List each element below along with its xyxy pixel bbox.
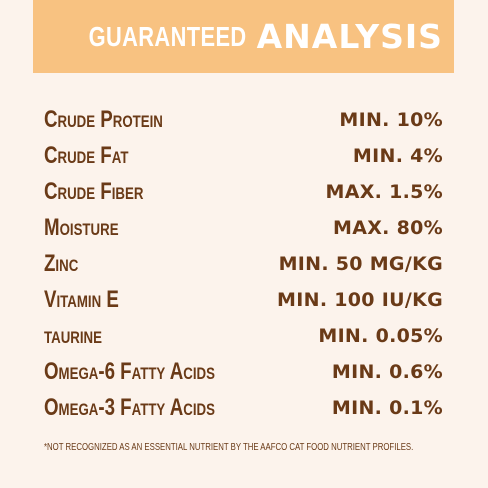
nutrient-value: MIN. 0.6% [331, 361, 443, 383]
nutrient-value: MIN. 50 MG/KG [278, 253, 443, 275]
analysis-row: Moisture MAX. 80% [44, 210, 443, 246]
nutrient-value: MIN. 100 IU/KG [277, 289, 443, 311]
analysis-row: Omega-6 Fatty Acids MIN. 0.6% [44, 354, 443, 390]
nutrient-name: Crude Fiber [44, 178, 144, 205]
analysis-row: Zinc MIN. 50 MG/KG [44, 246, 443, 282]
nutrient-name: Omega-6 Fatty Acids [44, 358, 215, 385]
nutrient-name: taurine [44, 322, 102, 349]
header-title-bold: ANALYSIS [256, 17, 443, 56]
nutrient-value: MIN. 0.05% [318, 325, 443, 347]
footnote: *NOT RECOGNIZED AS AN ESSENTIAL NUTRIENT… [44, 442, 443, 453]
nutrient-name: Crude Fat [44, 142, 129, 169]
nutrient-name: Crude Protein [44, 106, 163, 133]
footnote-text: *NOT RECOGNIZED AS AN ESSENTIAL NUTRIENT… [44, 442, 414, 453]
analysis-row: Crude Fat MIN. 4% [44, 138, 443, 174]
nutrient-name: Omega-3 Fatty Acids [44, 394, 215, 421]
analysis-row: taurine MIN. 0.05% [44, 318, 443, 354]
nutrient-value: MIN. 0.1% [331, 397, 443, 419]
nutrient-name: Zinc [44, 250, 79, 277]
nutrient-name: Vitamin E [44, 286, 119, 313]
analysis-row: Crude Protein MIN. 10% [44, 102, 443, 138]
analysis-row: Vitamin E MIN. 100 IU/KG [44, 282, 443, 318]
nutrient-value: MAX. 80% [333, 217, 443, 239]
analysis-row: Omega-3 Fatty Acids MIN. 0.1% [44, 390, 443, 426]
nutrient-name: Moisture [44, 214, 119, 241]
header-title-light: GUARANTEED [88, 20, 247, 52]
header-banner: GUARANTEED ANALYSIS [33, 0, 454, 73]
nutrient-value: MIN. 4% [352, 145, 443, 167]
nutrient-value: MAX. 1.5% [325, 181, 443, 203]
analysis-row: Crude Fiber MAX. 1.5% [44, 174, 443, 210]
nutrient-value: MIN. 10% [339, 109, 443, 131]
analysis-list: Crude Protein MIN. 10% Crude Fat MIN. 4%… [44, 102, 443, 426]
